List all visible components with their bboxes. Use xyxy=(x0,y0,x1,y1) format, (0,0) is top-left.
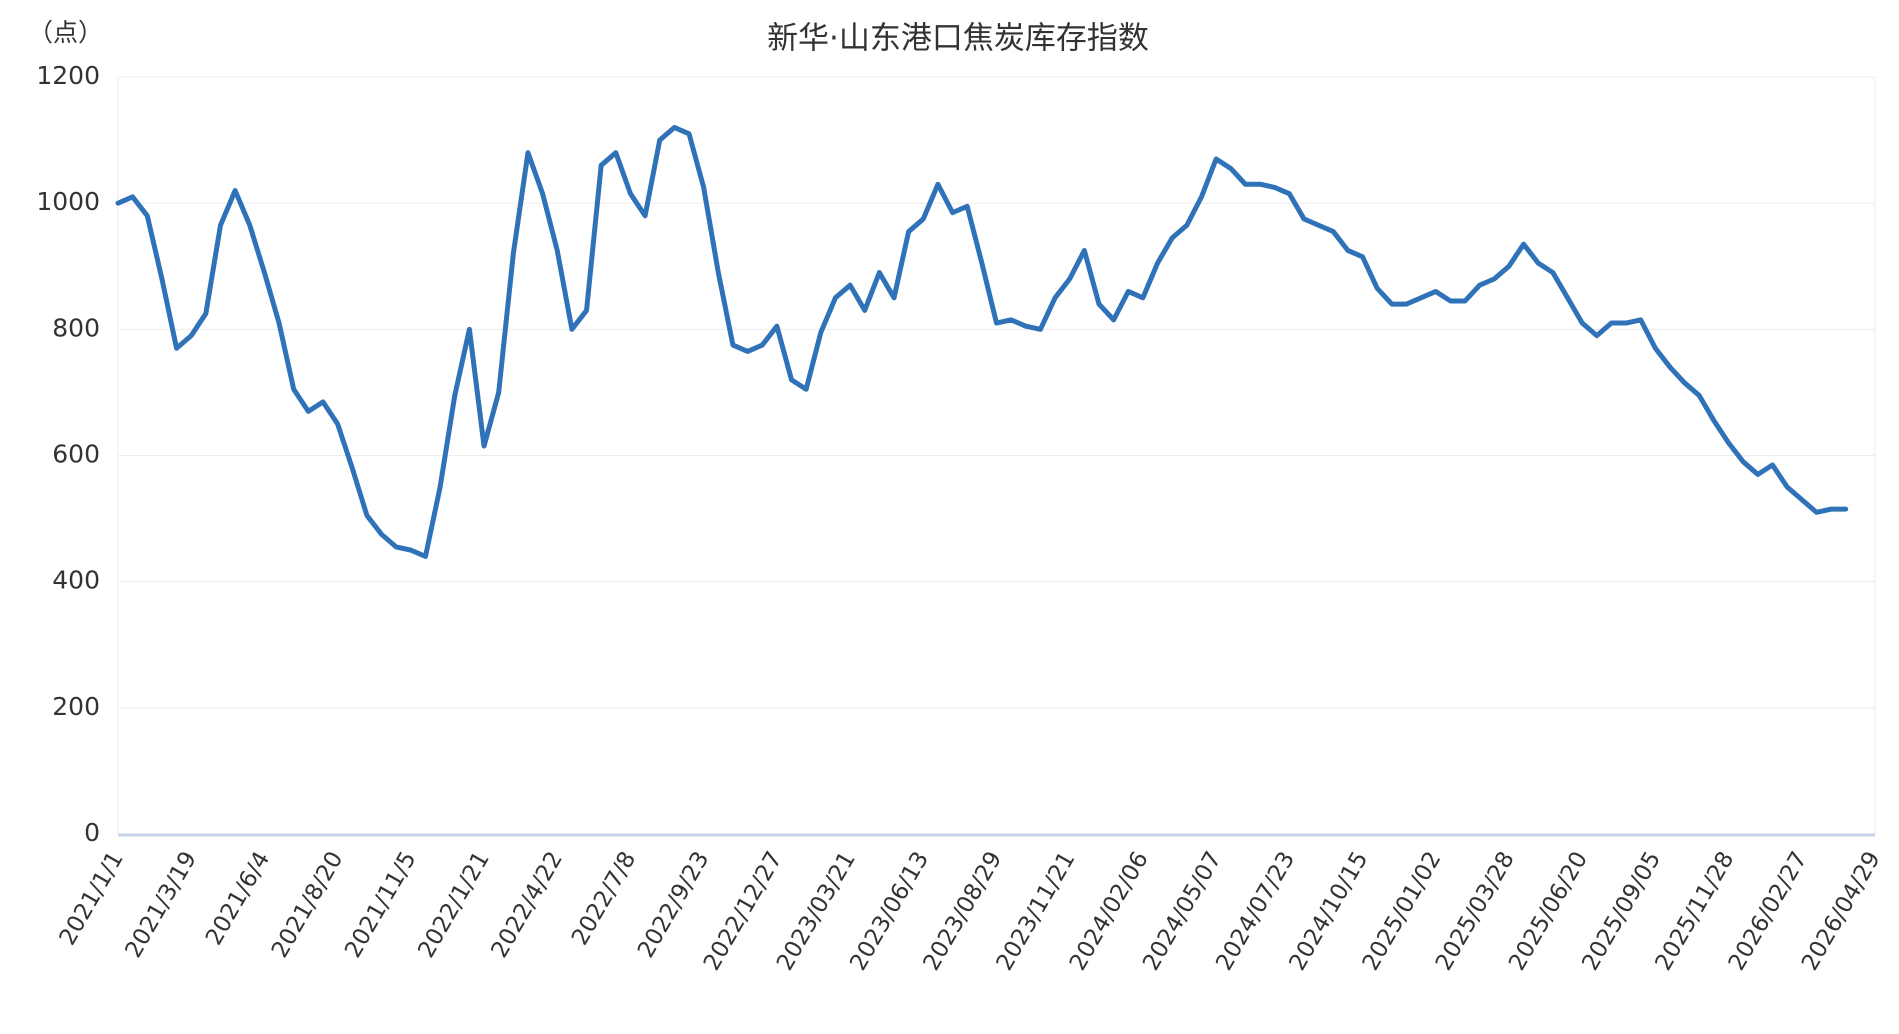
x-tick-label: 2022/4/22 xyxy=(487,847,568,962)
x-tick-label: 2025/11/28 xyxy=(1651,847,1740,975)
x-tick-label: 2024/10/15 xyxy=(1285,847,1374,975)
y-axis-label: （点） xyxy=(28,18,103,47)
x-tick-label: 2025/06/20 xyxy=(1504,847,1593,975)
x-tick-label: 2026/04/29 xyxy=(1797,847,1886,975)
x-tick-label: 2023/03/21 xyxy=(772,847,861,975)
x-tick-label: 2022/1/21 xyxy=(413,847,494,962)
x-tick-label: 2021/8/20 xyxy=(267,847,348,962)
x-tick-label: 2024/05/07 xyxy=(1138,847,1227,975)
x-tick-label: 2023/08/29 xyxy=(919,847,1008,975)
y-tick-label: 800 xyxy=(52,313,100,342)
data-line xyxy=(115,124,1849,559)
chart-title: 新华·山东港口焦炭库存指数 xyxy=(767,21,1149,57)
x-tick-label: 2025/03/28 xyxy=(1431,847,1520,975)
y-tick-label: 1200 xyxy=(36,61,100,90)
y-tick-label: 1000 xyxy=(36,187,100,216)
x-tick-label: 2022/7/8 xyxy=(567,847,641,949)
x-tick-label: 2024/07/23 xyxy=(1211,847,1300,975)
y-tick-label: 200 xyxy=(52,692,100,721)
y-tick-label: 600 xyxy=(52,440,100,469)
y-tick-label: 0 xyxy=(84,818,100,847)
x-tick-label: 2021/1/1 xyxy=(55,847,129,949)
x-tick-label: 2021/3/19 xyxy=(121,847,202,962)
x-tick-label: 2026/02/27 xyxy=(1724,847,1813,975)
x-tick-label: 2021/6/4 xyxy=(201,847,275,949)
x-tick-label: 2025/09/05 xyxy=(1577,847,1666,975)
x-tick-label: 2021/11/5 xyxy=(340,847,421,962)
x-tick-label: 2024/02/06 xyxy=(1065,847,1154,975)
x-tick-label: 2022/12/27 xyxy=(699,847,788,975)
x-tick-label: 2022/9/23 xyxy=(633,847,714,962)
x-tick-label: 2025/01/02 xyxy=(1358,847,1447,975)
x-tick-label: 2023/11/21 xyxy=(992,847,1081,975)
x-tick-label: 2023/06/13 xyxy=(845,847,934,975)
y-tick-label: 400 xyxy=(52,566,100,595)
